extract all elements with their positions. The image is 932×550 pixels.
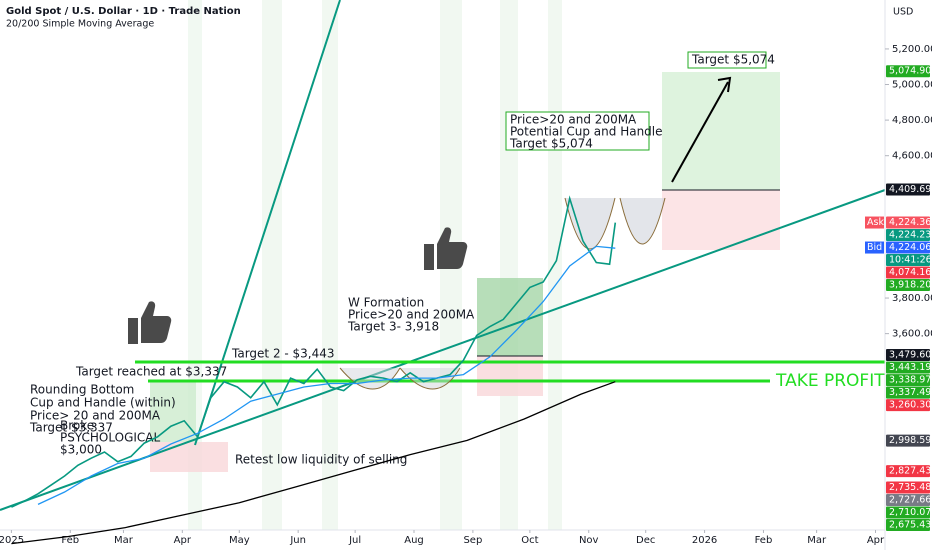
x-tick-label: Mar [807,535,827,546]
x-tick-label: May [229,535,250,546]
thumbs-icons [128,227,468,344]
y-tick-label: 5,200.00 [892,44,932,55]
annotation: Rounding Bottom [30,383,134,397]
price-tag-label: 2,998.59 [889,435,931,446]
price-tag [886,229,930,242]
price-tag [886,386,930,399]
price-tag [886,374,930,387]
price-tag [886,518,930,531]
annotation: Broke [60,419,94,433]
annotation: Retest low liquidity of selling [235,453,407,467]
annotations: Target $5,074 Price>20 and 200MA Potenti… [29,53,885,467]
annotation: PSYCHOLOGICAL [60,431,161,445]
annotation: Target 3- 3,918 [347,320,439,334]
annotation: Price>20 and 200MA [510,113,637,127]
y-tick-label: 5,000.00 [892,80,932,91]
series-line [37,245,616,505]
x-tick-label: Dec [636,535,655,546]
price-tag [886,465,930,478]
price-tag-label: 3,337.49 [889,387,931,398]
price-tag [886,434,930,447]
price-tag-label: 4,224.36 [889,217,931,228]
price-tag [886,266,930,279]
annotation: Target $5,074 [509,137,593,151]
price-tag-label: 3,918.20 [889,280,931,291]
annotation: Target 2 - $3,443 [231,347,335,361]
price-tag-label: 2,710.07 [889,507,931,518]
price-tag-label: 4,224.23 [889,230,931,241]
price-tag [886,493,930,506]
price-tag [886,506,930,519]
annotation: Target reached at $3,337 [75,365,227,379]
price-tag [886,254,930,267]
x-tick-label: 2026 [692,535,717,546]
x-tick-label: Feb [755,535,773,546]
price-tag [886,183,930,196]
x-tick-label: Aug [404,535,424,546]
series-line [11,381,616,545]
subtitle: 20/200 Simple Moving Average [6,19,154,30]
annotation: Price> 20 and 200MA [30,409,161,423]
price-tag-label: 4,224.06 [889,242,931,253]
price-tag-label: 4,074.16 [889,267,931,278]
price-tag [886,361,930,374]
price-tag [886,349,930,362]
price-tag [886,279,930,292]
title: Gold Spot / U.S. Dollar · 1D · Trade Nat… [6,6,241,17]
side-tag-label: Ask [867,217,884,228]
price-tag-label: 2,827.43 [889,466,931,477]
price-tag [886,241,930,254]
y-tick-label: 3,800.00 [892,293,932,304]
price-tag-label: 5,074.90 [889,66,931,77]
annotation: Target $3,337 [29,421,113,435]
price-tag-label: 10:41:26 [889,255,932,266]
side-tag [865,216,884,229]
price-tag-label: 4,409.69 [889,184,931,195]
annotation: Cup and Handle (within) [30,396,176,410]
x-tick-label: Mar [114,535,134,546]
annotation: $3,000 [60,443,102,457]
price-tag [886,65,930,78]
price-tag [886,481,930,494]
price-tag-label: 3,443.19 [889,362,931,373]
y-tick-label: 4,800.00 [892,115,932,126]
x-tick-label: Oct [521,535,538,546]
price-tag-label: 3,479.60 [889,350,931,361]
currency: USD [893,7,913,18]
background-bands [188,0,562,530]
annotation: Price>20 and 200MA [348,308,475,322]
annotation: W Formation [348,296,424,310]
price-tag-label: 3,260.30 [889,400,931,411]
x-tick-label: Nov [579,535,599,546]
series-line [11,195,617,508]
y-tick-label: 3,600.00 [892,329,932,340]
x-tick-label: Jul [348,535,361,546]
drawings [0,0,886,511]
x-tick-label: Sep [463,535,482,546]
x-tick-label: Apr [174,535,192,546]
price-tag-label: 2,735.48 [889,482,931,493]
side-tag-label: Bid [867,242,882,253]
y-tick-label: 4,600.00 [892,151,932,162]
x-tick-label: Apr [867,535,885,546]
side-tag [865,241,884,254]
x-tick-label: 2025 [0,535,24,546]
price-tag-label: 2,727.66 [889,494,931,505]
x-tick-label: Jun [289,535,306,546]
price-tag-label: 2,675.43 [889,519,931,530]
price-tag [886,399,930,412]
annotation: TAKE PROFIT [775,371,885,391]
annotation: Potential Cup and Handle [510,125,663,139]
price-tag-label: 3,338.97 [889,375,931,386]
price-tag [886,216,930,229]
annotation: Target $5,074 [691,53,775,67]
position-boxes [150,72,780,472]
x-tick-label: Feb [61,535,79,546]
